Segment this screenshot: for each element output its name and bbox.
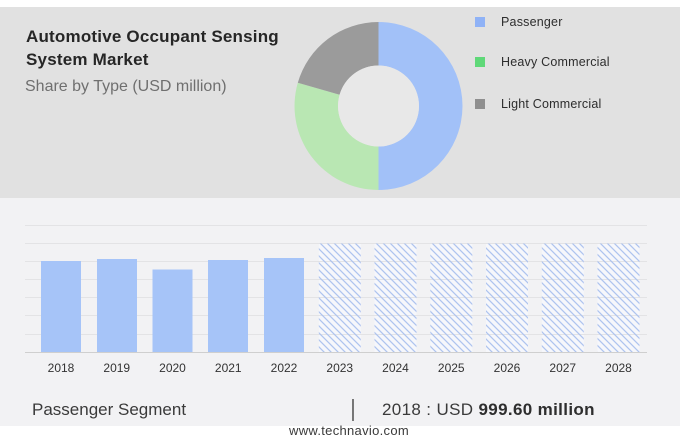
svg-text:2019: 2019 bbox=[103, 361, 130, 375]
svg-text:2026: 2026 bbox=[494, 361, 521, 375]
svg-text:2025: 2025 bbox=[438, 361, 465, 375]
svg-text:2020: 2020 bbox=[159, 361, 186, 375]
svg-text:2027: 2027 bbox=[549, 361, 576, 375]
svg-text:2022: 2022 bbox=[271, 361, 298, 375]
svg-text:2024: 2024 bbox=[382, 361, 409, 375]
svg-text:2021: 2021 bbox=[215, 361, 242, 375]
svg-text:2023: 2023 bbox=[326, 361, 353, 375]
svg-text:2018: 2018 bbox=[48, 361, 75, 375]
svg-text:2028: 2028 bbox=[605, 361, 632, 375]
